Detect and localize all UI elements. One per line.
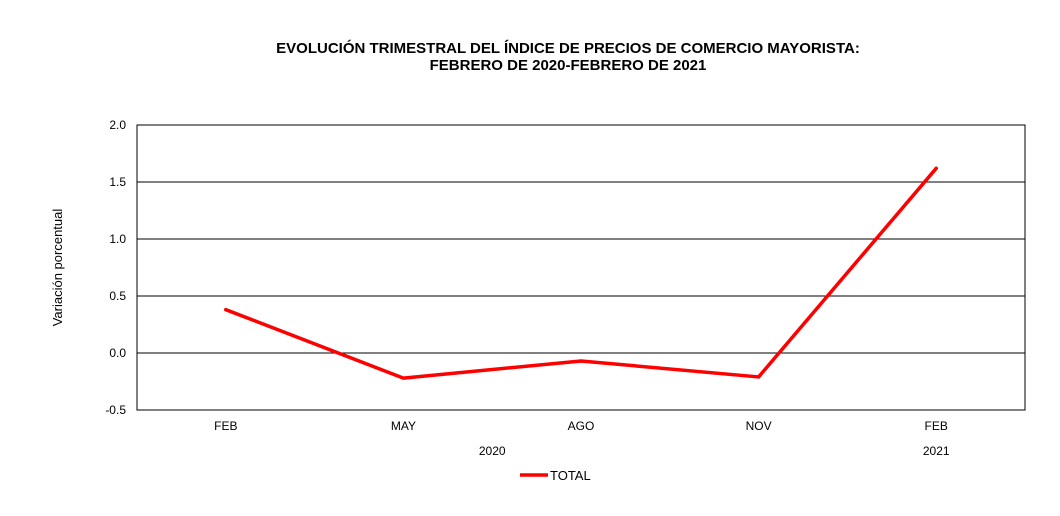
- y-tick-label: 2.0: [109, 118, 126, 132]
- y-tick-label: 1.5: [109, 175, 126, 189]
- legend-label: TOTAL: [550, 468, 591, 483]
- data-point: [224, 308, 228, 312]
- data-point: [579, 359, 583, 363]
- data-point: [757, 375, 761, 379]
- y-tick-label: 0.0: [109, 346, 126, 360]
- x-tick-label: FEB: [214, 419, 237, 433]
- plot-area: [136, 124, 1026, 411]
- data-point: [401, 376, 405, 380]
- y-tick-label: 1.0: [109, 232, 126, 246]
- x-tick-label: NOV: [746, 419, 772, 433]
- chart-subtitle: FEBRERO DE 2020-FEBRERO DE 2021: [429, 57, 707, 74]
- x-group-label: 2021: [923, 444, 950, 458]
- y-tick-label: -0.5: [105, 403, 126, 417]
- x-tick-label: AGO: [568, 419, 595, 433]
- data-point: [934, 166, 938, 170]
- x-tick-label: MAY: [391, 419, 416, 433]
- chart-title: EVOLUCIÓN TRIMESTRAL DEL ÍNDICE DE PRECI…: [276, 40, 860, 57]
- x-group-label: 2020: [479, 444, 506, 458]
- series-line-total: [224, 166, 938, 380]
- y-axis-label: Variación porcentual: [50, 209, 65, 327]
- y-tick-label: 0.5: [109, 289, 126, 303]
- x-tick-label: FEB: [925, 419, 948, 433]
